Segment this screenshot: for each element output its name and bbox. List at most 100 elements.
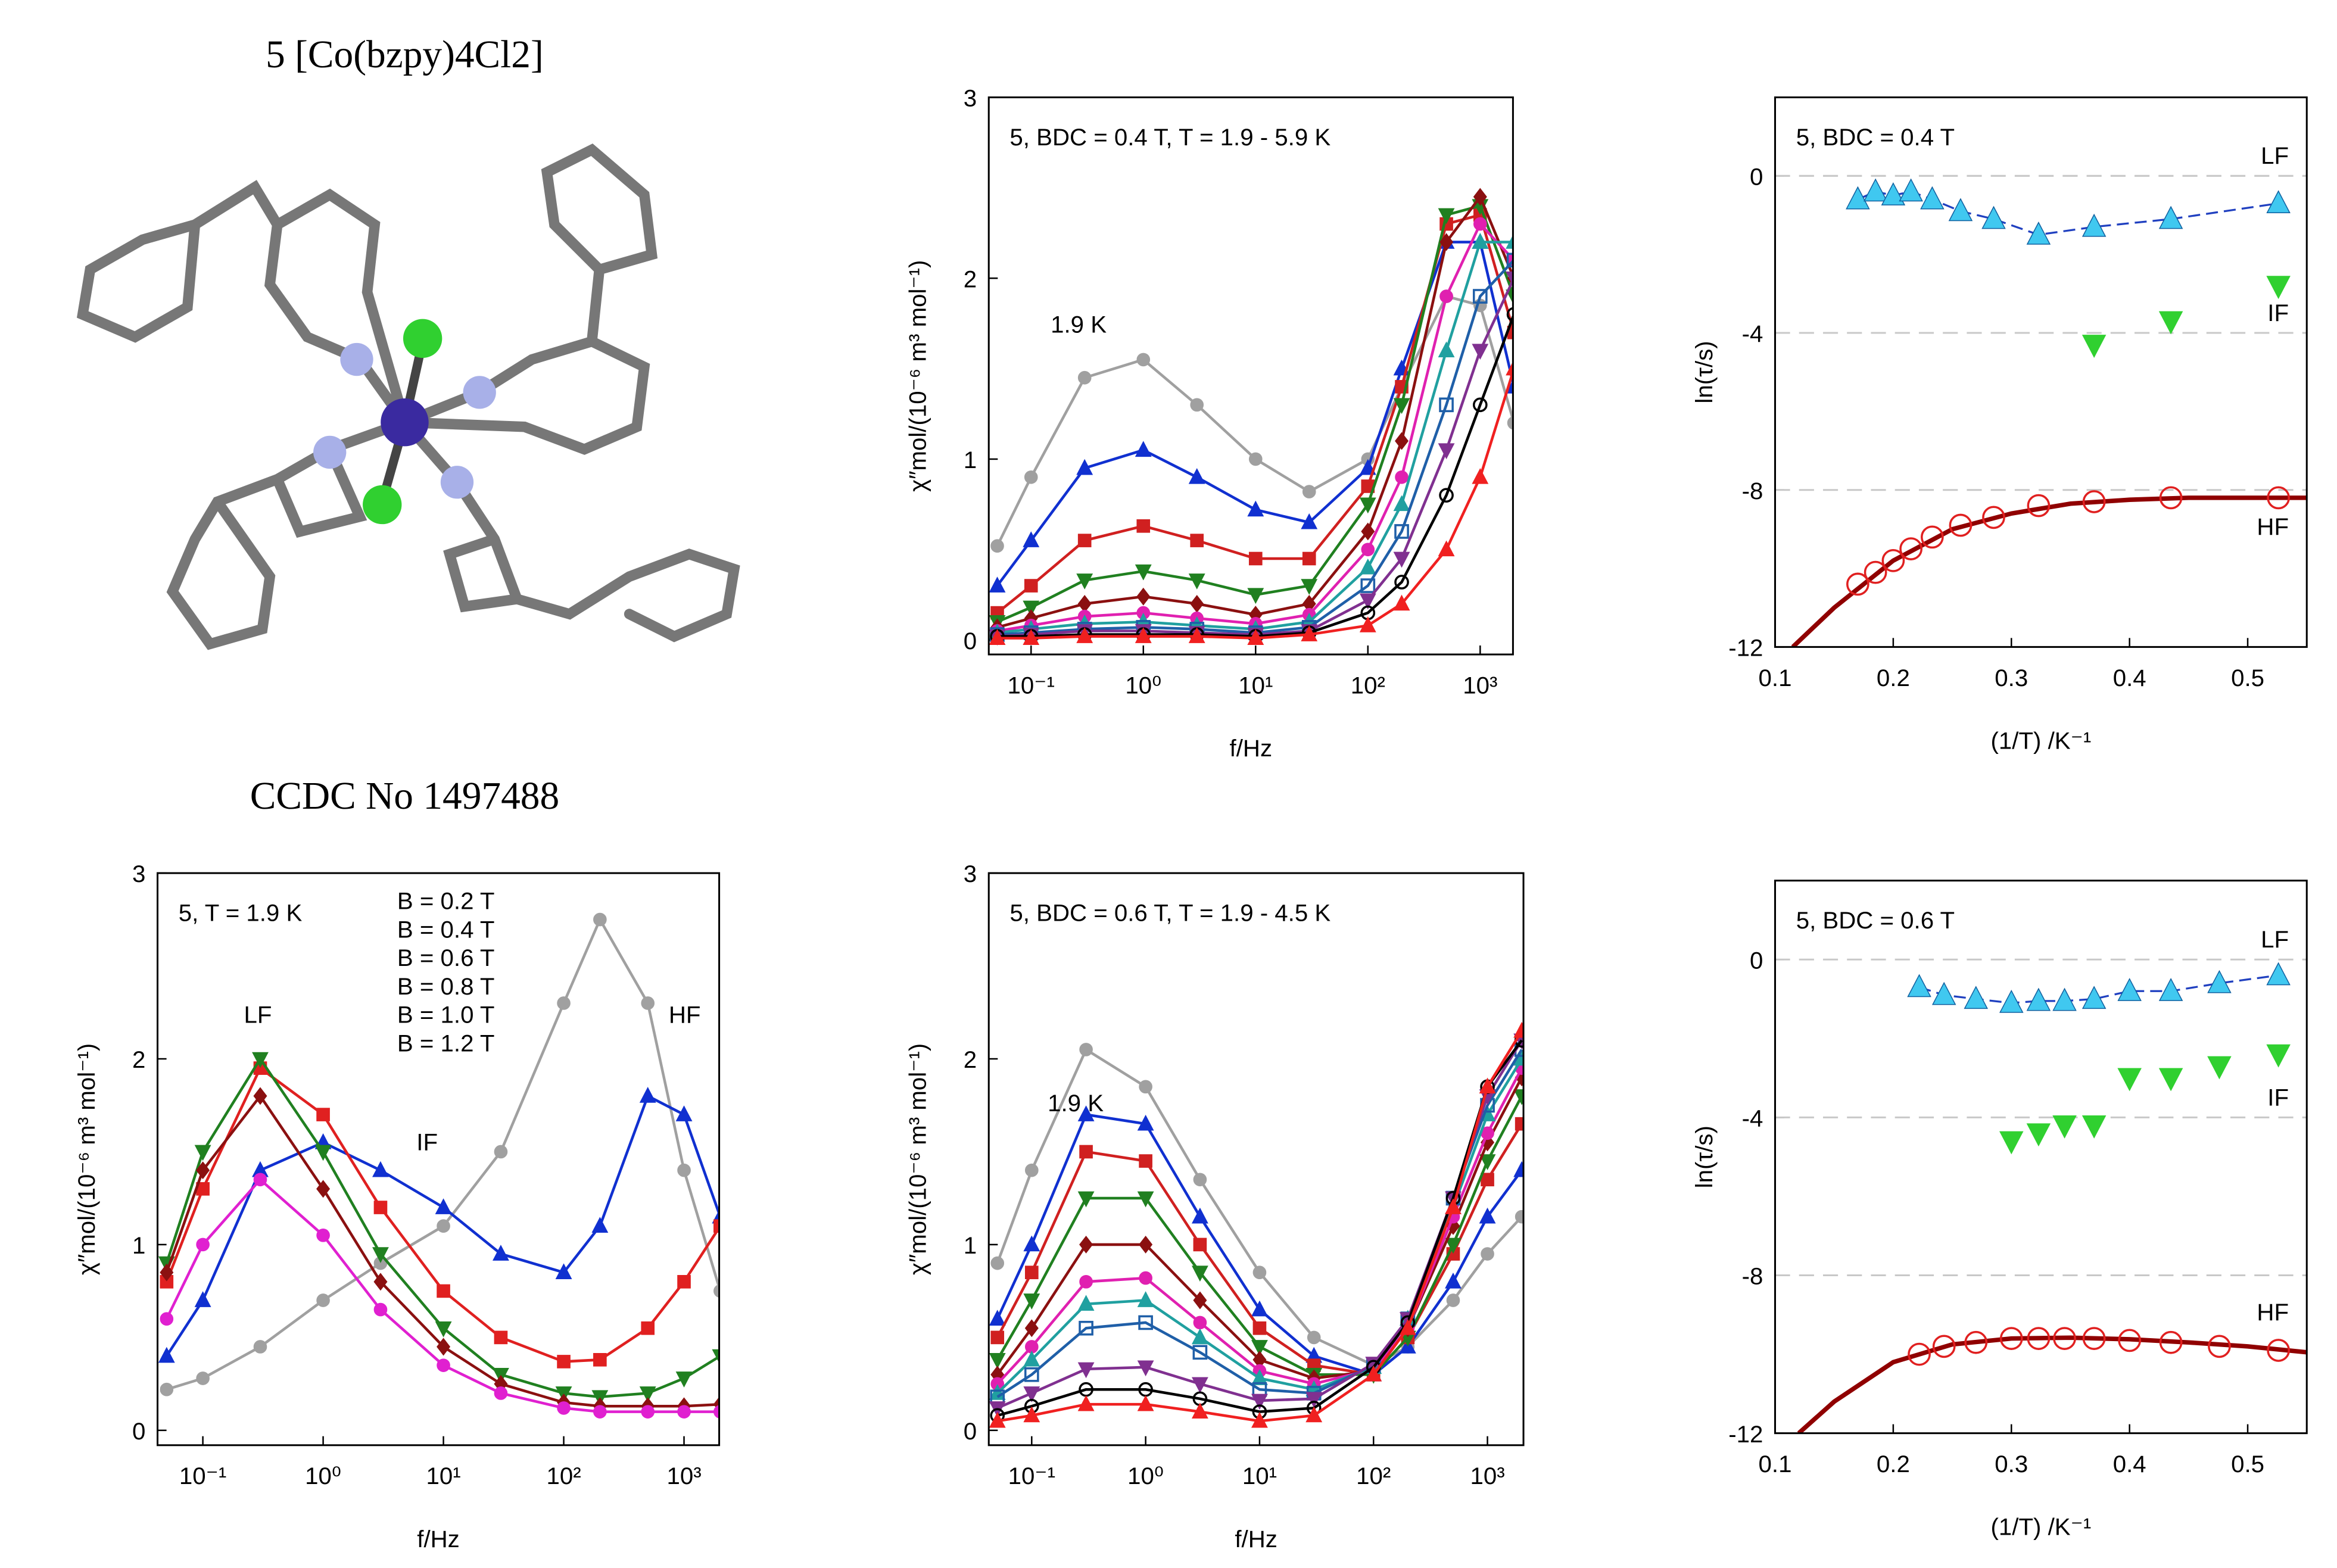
marker (1513, 1161, 1524, 1177)
y-tick-label: -8 (1742, 478, 1763, 504)
marker (1439, 397, 1454, 413)
marker (1136, 353, 1151, 367)
marker (196, 1371, 210, 1385)
marker (1135, 564, 1152, 581)
marker (2026, 1123, 2051, 1147)
marker (316, 1108, 330, 1121)
marker (1023, 1406, 1040, 1423)
marker (372, 1247, 389, 1263)
y-tick-label: 1 (132, 1232, 145, 1259)
marker (435, 1198, 452, 1214)
x-tick-label: 10² (1351, 672, 1385, 699)
y-tick-label: 0 (964, 1418, 977, 1445)
marker (675, 1371, 693, 1388)
marker (1191, 1265, 1208, 1282)
marker (1076, 459, 1093, 475)
marker (1248, 551, 1263, 566)
marker (1077, 1395, 1095, 1411)
marker (1023, 1350, 1040, 1367)
marker (1473, 217, 1487, 231)
reference-label: IF (2267, 1084, 2289, 1111)
marker (639, 1386, 656, 1402)
marker (1446, 1293, 1460, 1307)
marker (160, 1382, 174, 1396)
series-line (997, 259, 1513, 636)
marker (989, 576, 1006, 593)
marker (1079, 1145, 1093, 1159)
marker (372, 1161, 389, 1177)
y-axis-label: ln(τ/s) (1691, 1126, 1718, 1188)
marker (2267, 486, 2291, 510)
marker (593, 1405, 607, 1419)
marker (1077, 370, 1092, 385)
marker (1999, 989, 2024, 1013)
reference-label: HF (2257, 513, 2289, 540)
y-axis-label: χ″mol/(10⁻⁶ m³ mol⁻¹) (905, 260, 931, 492)
x-tick-label: 10⁰ (305, 1463, 341, 1489)
chart-title: 5, BDC = 0.4 T (1796, 124, 1955, 151)
series-line (997, 222, 1513, 632)
marker (990, 1256, 1005, 1270)
marker (713, 1219, 719, 1233)
marker (2158, 205, 2183, 229)
marker (1188, 573, 1205, 590)
y-tick-label: -12 (1728, 1421, 1763, 1448)
marker (1479, 1207, 1496, 1224)
x-axis-label: (1/T) /K⁻¹ (1991, 1514, 2092, 1541)
marker (1136, 587, 1151, 606)
marker (194, 1291, 211, 1307)
marker (1137, 1360, 1154, 1377)
marker (591, 1217, 609, 1233)
x-tick-label: 0.5 (2231, 665, 2264, 691)
marker (373, 1273, 388, 1291)
marker (1305, 1392, 1323, 1408)
marker (2158, 1068, 2183, 1092)
legend-label: B = 1.2 T (397, 1030, 495, 1056)
marker (1982, 506, 2005, 529)
marker (1445, 1237, 1462, 1254)
marker (1506, 252, 1513, 268)
marker (1395, 470, 1409, 484)
marker (557, 1401, 571, 1415)
marker (2208, 1335, 2231, 1358)
marker (373, 1302, 388, 1317)
series-line (997, 368, 1513, 640)
marker (1137, 1191, 1154, 1208)
x-tick-label: 10³ (1463, 672, 1497, 699)
marker (2082, 213, 2107, 237)
marker (2266, 276, 2291, 300)
panel: -12 -8 -4 0 0.1 0.2 0.3 0.4 0.5 (1/T) /K⁻¹ ln(τ/s)… (1691, 96, 2308, 754)
panel: 0 1 2 3 10⁻¹ 10⁰ 10¹ 10² 10³ f/Hz χ″mol/(10⁻⁶ m³ m… (73, 861, 721, 1553)
marker (675, 1105, 693, 1121)
marker (437, 1338, 451, 1356)
marker (1079, 1274, 1093, 1289)
x-tick-label: 10¹ (1242, 1463, 1277, 1489)
marker (1079, 1320, 1093, 1336)
panel: 0 1 2 3 10⁻¹ 10⁰ 10¹ 10² 10³ f/Hz χ″mol/(10⁻⁶ m³ m… (905, 861, 1525, 1553)
marker (1251, 1369, 1268, 1385)
marker (1863, 178, 1888, 202)
plot-area (989, 188, 1513, 646)
marker (1513, 1089, 1524, 1105)
marker (989, 629, 1006, 645)
reference-label: LF (2261, 142, 2289, 169)
marker (989, 1310, 1006, 1326)
marker (1472, 344, 1489, 360)
marker (1932, 1335, 1956, 1358)
marker (1193, 1173, 1207, 1187)
marker (1445, 1198, 1462, 1214)
marker (437, 1284, 450, 1298)
x-axis-label: f/Hz (1230, 735, 1273, 762)
plot-frame (1774, 880, 2308, 1435)
marker (989, 1352, 1006, 1369)
marker (1394, 575, 1409, 590)
marker (2053, 1327, 2076, 1350)
marker (2267, 1339, 2291, 1362)
marker (1302, 551, 1316, 566)
marker (555, 1263, 572, 1280)
marker (373, 1201, 388, 1214)
series-line (165, 1067, 719, 1363)
marker (1077, 594, 1092, 613)
marker (1077, 534, 1092, 547)
plot-frame (156, 872, 721, 1447)
